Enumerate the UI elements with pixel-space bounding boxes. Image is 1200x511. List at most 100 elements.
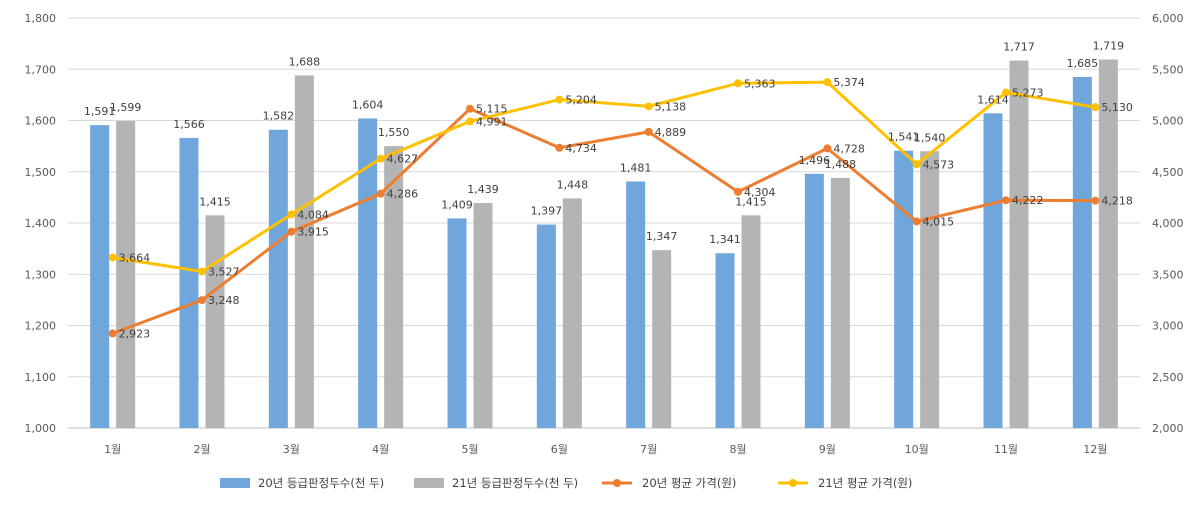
y-left-tick-label: 1,600 <box>25 115 57 128</box>
line-point <box>912 160 921 169</box>
bar-series1 <box>894 150 914 429</box>
bar-data-label: 1,719 <box>1093 40 1125 53</box>
x-tick-label: 10월 <box>905 443 929 456</box>
bar-data-label: 1,415 <box>735 195 767 208</box>
bar-series1 <box>447 218 467 428</box>
line-point <box>644 102 653 111</box>
bar-series2 <box>920 151 940 428</box>
bar-data-label: 1,341 <box>709 233 741 246</box>
line-point <box>912 217 921 226</box>
line-series-2 <box>112 80 1096 273</box>
gridlines <box>68 17 1140 429</box>
x-tick-label: 9월 <box>819 443 836 456</box>
line-data-label: 4,015 <box>923 215 955 228</box>
line-data-label: 4,084 <box>297 208 329 221</box>
bar-series1 <box>536 224 556 428</box>
legend-label: 20년 등급판정두수(천 두) <box>258 476 384 490</box>
bar-data-label: 1,448 <box>557 178 589 191</box>
legend-label: 20년 평균 가격(원) <box>642 476 736 490</box>
y-left-tick-label: 1,100 <box>25 371 57 384</box>
line-point <box>466 117 474 126</box>
line-data-label: 3,527 <box>208 265 240 278</box>
x-tick-label: 1월 <box>104 443 121 456</box>
y-right-tick-label: 3,000 <box>1152 320 1184 333</box>
y-left-tick-label: 1,400 <box>25 217 57 230</box>
axes: 1,000 2,000 1,100 2,500 1,200 3,000 1,300 3,500… <box>25 12 1184 456</box>
y-right-tick-label: 5,000 <box>1152 115 1184 128</box>
line-data-label: 4,991 <box>476 115 508 128</box>
line-data-label: 5,374 <box>833 76 865 89</box>
bar-series1 <box>626 181 646 428</box>
line-data-label: 4,627 <box>387 153 419 166</box>
bar-series2 <box>116 121 136 428</box>
line-point <box>644 127 653 136</box>
bar-series2 <box>473 203 493 428</box>
bar-data-label: 1,540 <box>914 131 946 144</box>
bar-series2 <box>741 215 761 428</box>
bar-data-label: 1,566 <box>173 118 205 131</box>
line-point <box>823 144 832 153</box>
y-right-tick-label: 3,500 <box>1152 268 1184 281</box>
bar-data-label: 1,541 <box>888 131 920 144</box>
x-tick-label: 3월 <box>283 443 300 456</box>
x-tick-label: 2월 <box>193 443 210 456</box>
bar-data-label: 1,591 <box>84 105 116 118</box>
x-tick-label: 6월 <box>551 443 568 456</box>
legend-marker <box>613 479 621 487</box>
line-data-label: 5,138 <box>655 100 687 113</box>
y-right-tick-label: 2,000 <box>1152 422 1184 435</box>
line-data-label: 5,130 <box>1101 101 1133 114</box>
bar-series1 <box>358 118 378 428</box>
y-left-tick-label: 1,000 <box>25 422 57 435</box>
line-data-label: 4,304 <box>744 186 776 199</box>
y-left-tick-label: 1,700 <box>25 63 57 76</box>
line-data-label: 4,728 <box>833 142 865 155</box>
data-labels: 1,591 1,566 1,582 1,604 1,409 1,397 1,481 1,341… <box>84 40 1133 341</box>
legend-swatch <box>220 478 250 488</box>
bar-data-label: 1,582 <box>263 110 295 123</box>
bar-data-label: 1,409 <box>441 198 473 211</box>
x-tick-label: 7월 <box>640 443 657 456</box>
line-data-label: 4,286 <box>387 188 419 201</box>
line-point <box>1002 88 1010 97</box>
line-point <box>555 95 564 104</box>
bar-series2 <box>1098 59 1118 428</box>
y-right-tick-label: 5,500 <box>1152 63 1184 76</box>
line-data-label: 4,218 <box>1101 195 1133 208</box>
line-point <box>287 210 296 219</box>
bar-data-label: 1,496 <box>799 154 831 167</box>
x-tick-label: 12월 <box>1083 443 1107 456</box>
bar-series1 <box>1072 76 1092 428</box>
line-point <box>734 79 742 88</box>
line-point <box>108 253 117 262</box>
bar-data-label: 1,604 <box>352 98 384 111</box>
line-data-label: 2,923 <box>119 327 150 340</box>
x-tick-label: 11월 <box>994 443 1018 456</box>
legend-marker <box>789 479 797 487</box>
bar-series2 <box>294 75 314 429</box>
legend-swatch <box>414 478 444 488</box>
line-data-label: 4,889 <box>655 126 687 139</box>
bar-series2 <box>384 146 404 428</box>
bar-data-label: 1,614 <box>977 93 1009 106</box>
bars <box>90 59 1118 429</box>
bar-data-label: 1,717 <box>1003 41 1035 54</box>
y-right-tick-label: 2,500 <box>1152 371 1184 384</box>
lines <box>108 78 1100 338</box>
y-right-tick-label: 4,500 <box>1152 166 1184 179</box>
line-data-label: 5,115 <box>476 103 508 116</box>
bar-series1 <box>804 173 824 428</box>
line-point <box>198 267 206 276</box>
y-left-tick-label: 1,300 <box>25 268 57 281</box>
legend: 20년 등급판정두수(천 두) 21년 등급판정두수(천 두) 20년 평균 가격(… <box>220 476 912 490</box>
line-data-label: 5,363 <box>744 77 776 90</box>
line-point <box>466 104 474 113</box>
line-point <box>108 329 117 338</box>
line-point <box>376 189 385 198</box>
bar-data-label: 1,415 <box>199 195 231 208</box>
bar-data-label: 1,481 <box>620 161 652 174</box>
legend-label: 21년 등급판정두수(천 두) <box>452 476 578 490</box>
bar-data-label: 1,688 <box>289 55 321 68</box>
